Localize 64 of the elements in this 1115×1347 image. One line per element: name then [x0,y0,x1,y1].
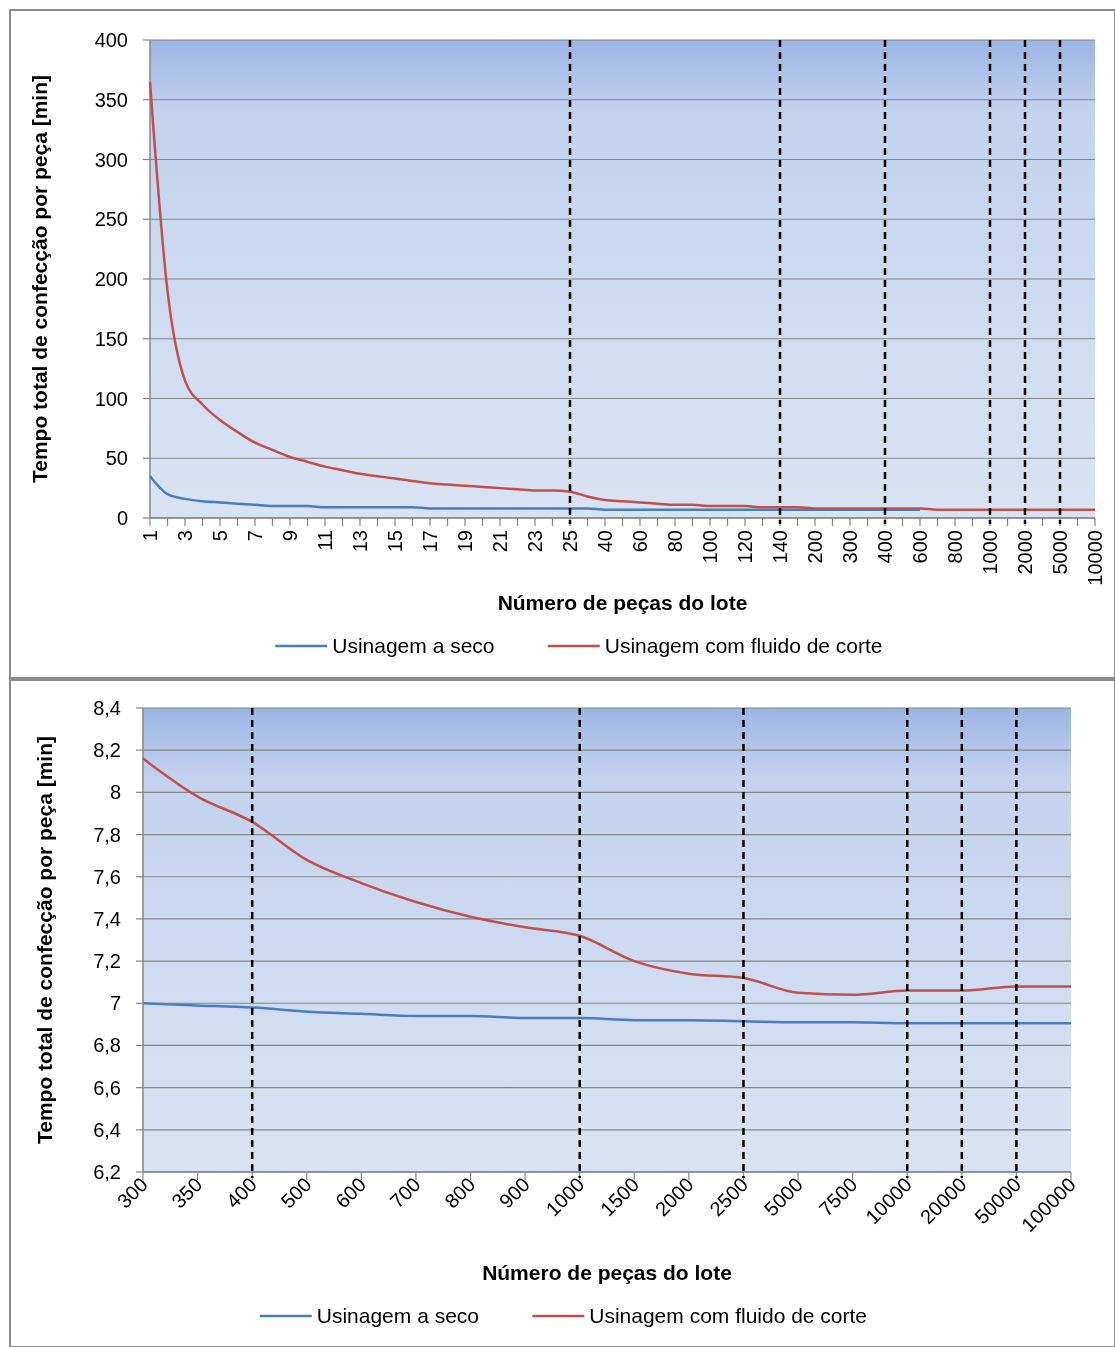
x-tick-label: 7 [244,530,266,542]
y-tick-label: 250 [94,208,128,231]
x-tick-label: 13 [349,530,371,553]
x-tick-label: 17 [419,530,441,553]
x-tick-label: 1 [139,530,161,542]
y-tick-label: 150 [94,327,128,350]
x-tick-label: 300 [839,530,861,564]
x-tick-label: 60 [629,530,651,553]
x-tick-label: 15 [384,530,406,553]
x-tick-label: 500 [276,1173,316,1213]
y-tick-label: 7,4 [93,907,121,930]
legend-label: Usinagem a seco [316,1304,479,1328]
x-tick-label: 23 [524,530,546,553]
y-tick-label: 8 [109,781,121,804]
y-axis-title: Tempo total de confecção por peça [min] [33,735,56,1145]
y-tick-label: 50 [105,447,128,470]
x-tick-label: 3 [174,530,196,542]
y-tick-label: 8,2 [93,739,121,762]
y-tick-label: 0 [116,507,128,529]
y-tick-label: 300 [94,148,128,171]
legend-label: Usinagem com fluido de corte [604,634,883,658]
x-axis-title: Número de peças do lote [497,591,748,614]
y-tick-label: 6,4 [93,1118,121,1141]
x-tick-label: 800 [944,530,966,564]
x-tick-label: 600 [331,1173,371,1213]
x-tick-label: 2000 [1014,530,1036,575]
x-tick-label: 21 [489,530,511,553]
y-tick-label: 6,2 [93,1161,121,1183]
x-tick-label: 200 [804,530,826,564]
y-tick-label: 7 [109,992,121,1015]
x-tick-label: 400 [874,530,896,564]
y-tick-label: 7,2 [93,950,121,973]
x-tick-label: 100 [699,530,721,564]
y-tick-label: 200 [94,268,128,290]
x-tick-label: 700 [385,1173,425,1213]
legend-label: Usinagem a seco [332,634,495,658]
x-tick-label: 9 [279,530,301,542]
y-tick-label: 7,6 [93,865,121,888]
x-tick-label: 5 [209,530,231,542]
legend-label: Usinagem com fluido de corte [589,1304,868,1328]
x-tick-label: 1000 [979,530,1001,575]
y-tick-label: 400 [94,29,128,51]
y-tick-label: 350 [94,88,128,111]
x-tick-label: 400 [221,1173,261,1213]
x-tick-label: 80 [664,530,686,553]
y-tick-label: 8,4 [93,697,121,719]
y-tick-label: 6,8 [93,1034,121,1057]
x-axis-title: Número de peças do lote [482,1261,732,1284]
x-tick-label: 350 [167,1173,207,1213]
x-tick-label: 600 [909,530,931,564]
x-tick-label: 40 [594,530,616,553]
y-axis-title: Tempo total de confecção por peça [min] [28,74,51,484]
x-tick-label: 25 [559,530,581,553]
x-tick-label: 120 [734,530,756,564]
y-tick-label: 6,6 [93,1076,121,1099]
x-tick-label: 900 [494,1173,534,1213]
x-tick-label: 5000 [1049,530,1071,575]
x-tick-label: 10000 [1084,530,1106,586]
y-tick-label: 7,8 [93,823,121,846]
x-tick-label: 11 [314,530,336,551]
x-tick-label: 140 [769,530,791,564]
x-tick-label: 19 [454,530,476,553]
y-tick-label: 100 [94,387,128,410]
x-tick-label: 800 [440,1173,480,1213]
